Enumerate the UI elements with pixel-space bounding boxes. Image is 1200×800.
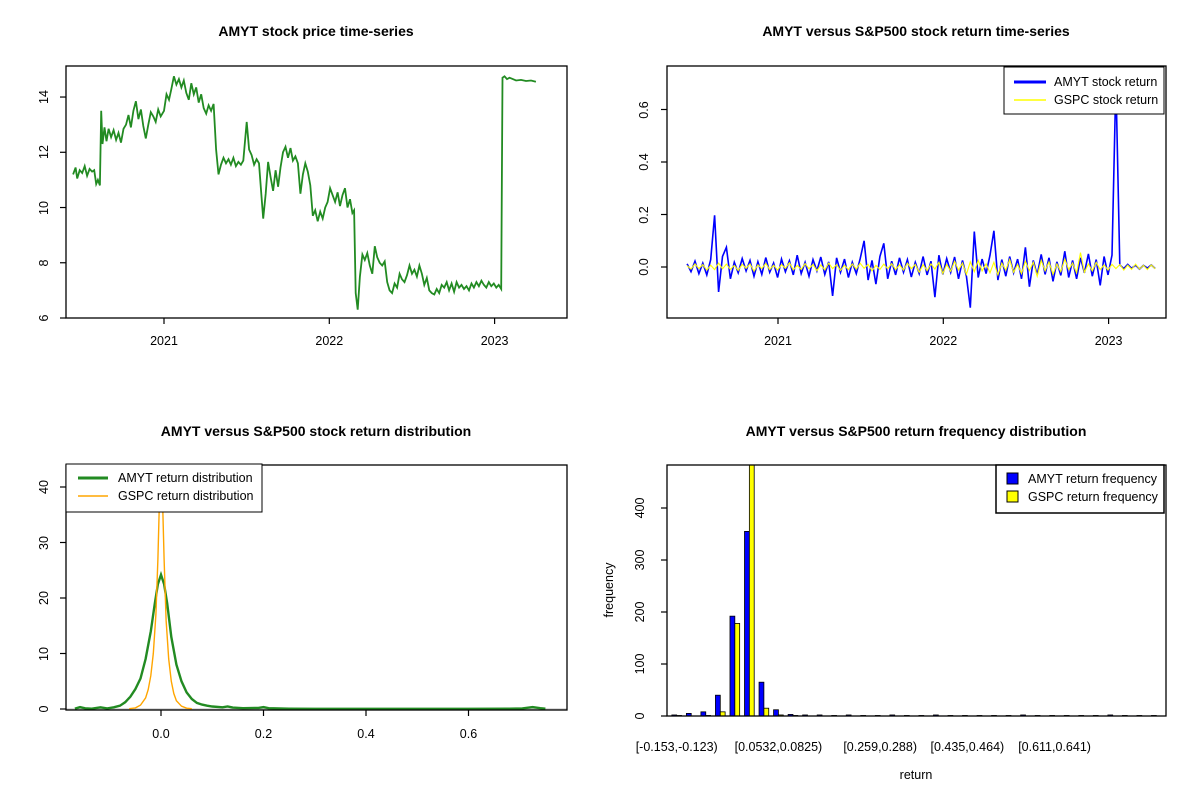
y-tick-label: 0.6	[637, 100, 651, 119]
y-axis-label-frequency: frequency	[602, 562, 616, 618]
y-tick-label: 0	[633, 712, 647, 720]
x-tick-label: 2022	[929, 334, 958, 348]
legend-boxes	[65, 66, 1165, 514]
amyt-frequency-bar	[729, 615, 736, 716]
amyt-frequency-bar	[700, 711, 707, 716]
chart-title-return-series: AMYT versus S&P500 stock return time-ser…	[762, 23, 1070, 39]
y-tick-label: 400	[633, 497, 647, 519]
legend-label-amyt-frequency: AMYT return frequency	[1028, 472, 1157, 486]
x-tick-label: 0.4	[357, 727, 375, 741]
bin-label: [0.435,0.464)	[930, 740, 1005, 754]
y-tick-label: 20	[37, 591, 51, 605]
y-tick-label: 8	[37, 259, 51, 267]
plot-box	[666, 65, 1167, 319]
bin-label: [0.259,0.288)	[843, 740, 917, 754]
plot-box	[65, 65, 568, 319]
y-tick-label: 40	[37, 480, 51, 494]
gspc-density-curve	[129, 465, 192, 710]
y-tick-label: 10	[37, 200, 51, 215]
amyt-frequency-bar	[773, 709, 779, 716]
legend-label-gspc-frequency: GSPC return frequency	[1028, 490, 1158, 504]
amyt-return-series-line	[686, 80, 1156, 308]
bin-label: [0.0532,0.0825)	[734, 740, 823, 754]
legend-label-amyt-return: AMYT stock return	[1054, 75, 1158, 89]
y-tick-label: 300	[633, 549, 647, 571]
y-tick-label: 0	[37, 705, 51, 713]
bin-label: [-0.153,-0.123)	[635, 740, 718, 754]
x-tick-label: 2021	[150, 334, 178, 348]
gspc-frequency-bar	[763, 707, 770, 716]
axis-ticks	[60, 96, 1110, 717]
amyt-density-curve	[74, 570, 546, 710]
x-tick-label: 2021	[764, 334, 792, 348]
amyt-frequency-bar	[685, 713, 692, 716]
y-tick-label: 0.0	[637, 258, 651, 276]
legend-label-gspc-return: GSPC stock return	[1054, 93, 1159, 107]
x-axis-label-return: return	[899, 768, 933, 782]
x-tick-label: 2022	[315, 334, 344, 348]
plot-box	[65, 464, 568, 711]
legend-box	[1003, 66, 1165, 115]
amyt-frequency-bar	[715, 694, 721, 716]
amyt-frequency-bar	[744, 531, 750, 716]
plot-boxes	[65, 65, 1167, 717]
chart-title-return-distribution: AMYT versus S&P500 stock return distribu…	[160, 423, 472, 439]
y-tick-label: 6	[37, 314, 51, 322]
legend-box	[65, 463, 263, 513]
x-tick-label: 0.2	[254, 727, 273, 741]
y-tick-label: 12	[37, 145, 51, 160]
amyt-price-series-line	[72, 75, 537, 310]
legend-label-amyt-density: AMYT return distribution	[118, 471, 253, 485]
gspc-frequency-bar	[719, 711, 726, 716]
amyt-frequency-bar	[758, 681, 765, 716]
x-tick-label: 0.0	[152, 727, 170, 741]
gspc-frequency-bar	[734, 623, 741, 716]
plot-box	[666, 464, 1167, 717]
y-tick-label: 100	[633, 653, 647, 675]
y-tick-label: 0.4	[637, 153, 651, 171]
legend-label-gspc-density: GSPC return distribution	[118, 489, 254, 503]
y-tick-label: 14	[37, 90, 51, 104]
chart-title-price: AMYT stock price time-series	[218, 23, 414, 39]
y-tick-label: 200	[633, 601, 647, 623]
bin-label: [0.611,0.641)	[1018, 740, 1091, 754]
y-tick-label: 0.2	[637, 205, 651, 224]
x-tick-label: 2023	[1094, 334, 1123, 348]
y-tick-label: 10	[37, 646, 51, 661]
legend-box	[995, 464, 1165, 514]
y-tick-label: 30	[37, 535, 51, 550]
x-tick-label: 2023	[480, 334, 509, 348]
gspc-frequency-bar	[748, 465, 755, 716]
gspc-return-series-line	[686, 252, 1156, 279]
x-tick-label: 0.6	[459, 727, 478, 741]
chart-title-frequency-distribution: AMYT versus S&P500 return frequency dist…	[745, 423, 1087, 439]
